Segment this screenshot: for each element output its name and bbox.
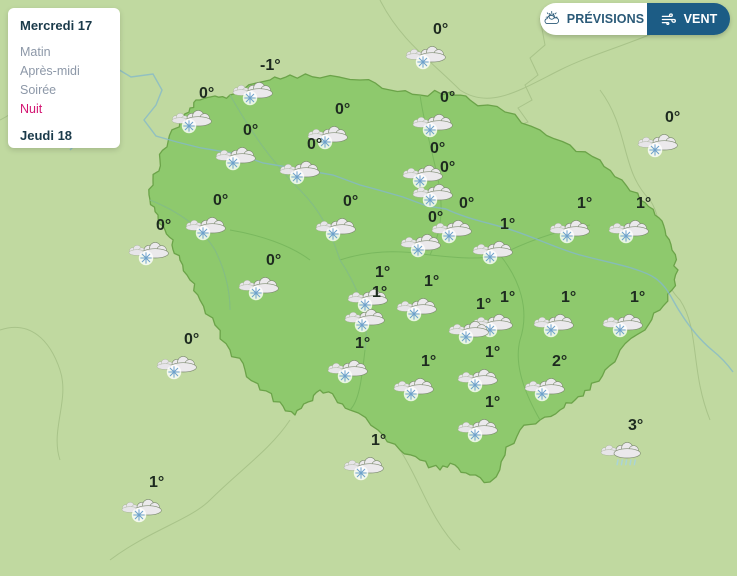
svg-text:1°: 1° [375,264,390,281]
svg-text:1°: 1° [636,195,651,212]
svg-text:3°: 3° [628,417,643,434]
svg-text:0°: 0° [343,193,358,210]
svg-text:0°: 0° [213,192,228,209]
svg-text:-1°: -1° [260,57,281,74]
svg-text:0°: 0° [243,122,258,139]
svg-text:1°: 1° [371,432,386,449]
svg-text:0°: 0° [440,89,455,106]
svg-text:2°: 2° [552,353,567,370]
svg-text:1°: 1° [372,284,387,301]
svg-text:0°: 0° [440,159,455,176]
svg-text:0°: 0° [459,195,474,212]
svg-text:1°: 1° [476,296,491,313]
svg-text:0°: 0° [433,21,448,38]
svg-text:1°: 1° [355,335,370,352]
svg-text:0°: 0° [199,85,214,102]
svg-text:1°: 1° [577,195,592,212]
svg-text:1°: 1° [630,289,645,306]
svg-text:1°: 1° [485,394,500,411]
svg-text:1°: 1° [149,474,164,491]
svg-text:0°: 0° [266,252,281,269]
svg-text:1°: 1° [500,216,515,233]
svg-text:1°: 1° [485,344,500,361]
svg-text:0°: 0° [665,109,680,126]
svg-text:0°: 0° [335,101,350,118]
svg-text:1°: 1° [500,289,515,306]
svg-text:0°: 0° [156,217,171,234]
svg-text:1°: 1° [424,273,439,290]
svg-text:1°: 1° [561,289,576,306]
svg-text:0°: 0° [184,331,199,348]
svg-text:0°: 0° [307,136,322,153]
svg-text:0°: 0° [430,140,445,157]
svg-text:1°: 1° [421,353,436,370]
